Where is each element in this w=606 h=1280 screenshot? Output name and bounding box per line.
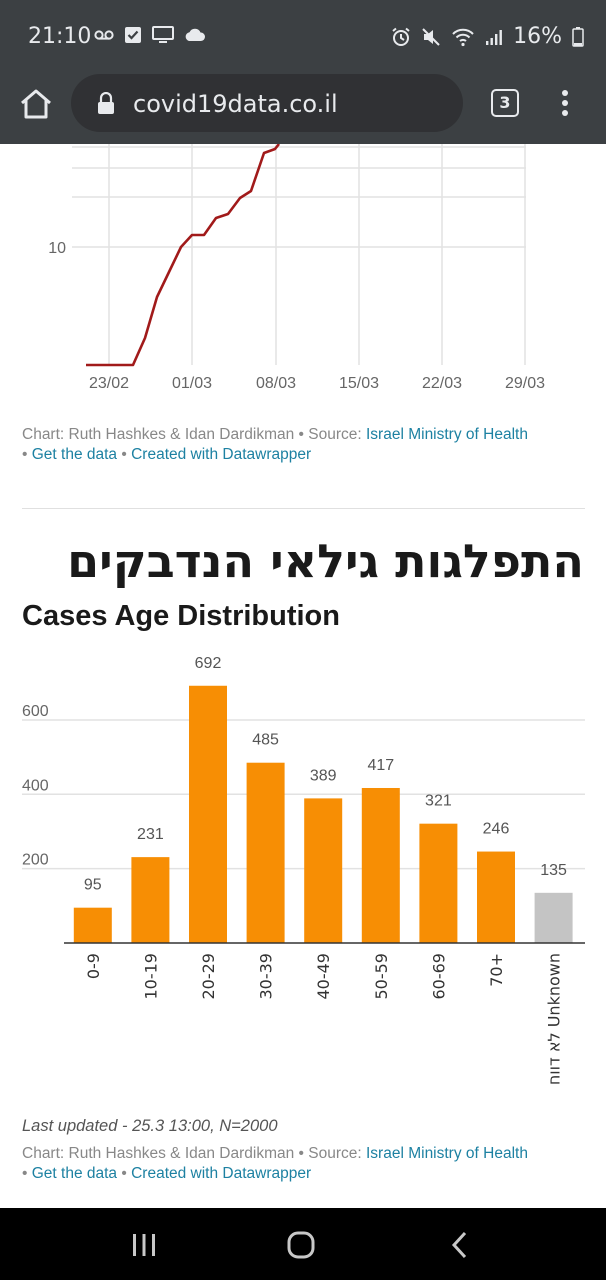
bar-category-label: 60-69 [429,953,448,1000]
bar [189,685,227,943]
signal-icon [486,29,502,45]
address-bar[interactable]: covid19data.co.il [71,74,463,132]
status-time: 21:10 [28,24,92,49]
bar-chart-y-tick: 600 [22,703,49,720]
battery-icon [572,26,584,47]
bar [534,892,573,943]
line-chart-x-tick: 08/03 [256,375,296,392]
bar-value-label: 485 [252,732,279,749]
last-updated-note: Last updated - 25.3 13:00, N=2000 [22,1117,278,1135]
bar [131,857,170,943]
checkbox-icon [125,27,141,43]
bar-chart-credit: Chart: Ruth Hashkes & Idan Dardikman • S… [22,1144,528,1184]
line-chart-credit: Chart: Ruth Hashkes & Idan Dardikman • S… [22,425,528,465]
bar [73,907,112,943]
bar-chart-y-tick: 400 [22,777,49,794]
bar-value-label: 95 [84,877,102,894]
home-icon[interactable] [18,86,54,122]
bar [246,762,285,943]
android-nav-bar [0,1208,606,1280]
bar-value-label: 389 [310,767,337,784]
lock-icon [98,92,114,114]
mute-icon [422,27,440,46]
get-data-link[interactable]: Get the data [31,446,118,463]
line-chart-x-tick: 23/02 [89,375,129,392]
bar [304,798,343,943]
bar-category-label: 10-19 [141,953,160,1000]
bar-value-label: 321 [425,793,452,810]
bar-value-label: 246 [483,821,510,838]
credit-text: Chart: Ruth Hashkes & Idan Dardikman • S… [22,1145,366,1162]
alarm-icon [392,27,410,46]
battery-percent: 16% [513,24,562,49]
bar-value-label: 417 [367,757,394,774]
section-title-hebrew: התפלגות גילאי הנדבקים [67,534,584,588]
bar-category-label: 70+ [487,953,506,987]
url-text: covid19data.co.il [133,90,338,118]
line-chart-x-tick: 01/03 [172,375,212,392]
overflow-menu-icon[interactable] [555,88,575,118]
line-chart-series [86,144,281,367]
credit-separator: • [117,1165,132,1182]
cloud-icon [185,28,206,41]
voicemail-icon [94,30,114,40]
wifi-icon [452,28,474,46]
bar-category-label: לא דווח Unknown [545,953,564,1085]
home-nav-icon[interactable] [286,1230,316,1260]
line-chart-x-tick: 29/03 [505,375,545,392]
bar [361,787,400,943]
bar-category-label: 40-49 [314,953,333,1000]
line-chart-grid [72,144,526,365]
bar-chart: 200 400 600 95 0-9 231 10-19 692 20-29 485 30-39 38… [22,655,585,1085]
bar-value-label: 231 [137,826,164,843]
line-chart-x-tick: 22/03 [422,375,462,392]
bar-category-label: 0-9 [84,953,103,979]
credit-separator: • [22,446,32,463]
bar-category-label: 50-59 [372,953,391,1000]
bar-chart-y-tick: 200 [22,852,49,869]
web-page: 10 23/02 01/03 08/03 15/03 22/03 29/03 C… [0,144,606,1208]
bar-chart-title: Cases Age Distribution [22,600,340,632]
system-icons: 16% [391,24,584,49]
datawrapper-link[interactable]: Created with Datawrapper [131,1165,312,1182]
notification-icons [94,26,206,44]
browser-toolbar: covid19data.co.il 3 [0,72,606,144]
source-link[interactable]: Israel Ministry of Health [366,426,528,443]
tab-switcher-button[interactable]: 3 [491,89,519,117]
credit-separator: • [22,1165,32,1182]
line-chart-y-tick: 10 [48,240,66,257]
status-bar: 21:10 16% [0,0,606,72]
bar [477,851,515,943]
line-chart-x-tick: 15/03 [339,375,379,392]
back-icon[interactable] [445,1230,475,1260]
bar-category-label: 20-29 [199,953,218,1000]
credit-separator: • [117,446,132,463]
bar-category-label: 30-39 [257,953,276,1000]
datawrapper-link[interactable]: Created with Datawrapper [131,446,312,463]
source-link[interactable]: Israel Ministry of Health [366,1145,528,1162]
bar-value-label: 135 [540,862,567,879]
bar [419,823,458,943]
line-chart-x-ticks: 23/02 01/03 08/03 15/03 22/03 29/03 [89,375,545,392]
recent-apps-icon[interactable] [129,1230,159,1260]
section-divider [22,508,585,509]
bar-value-label: 692 [195,655,222,672]
get-data-link[interactable]: Get the data [31,1165,118,1182]
line-chart: 10 23/02 01/03 08/03 15/03 22/03 29/03 [48,144,545,392]
monitor-icon [152,26,174,43]
credit-text: Chart: Ruth Hashkes & Idan Dardikman • S… [22,426,366,443]
